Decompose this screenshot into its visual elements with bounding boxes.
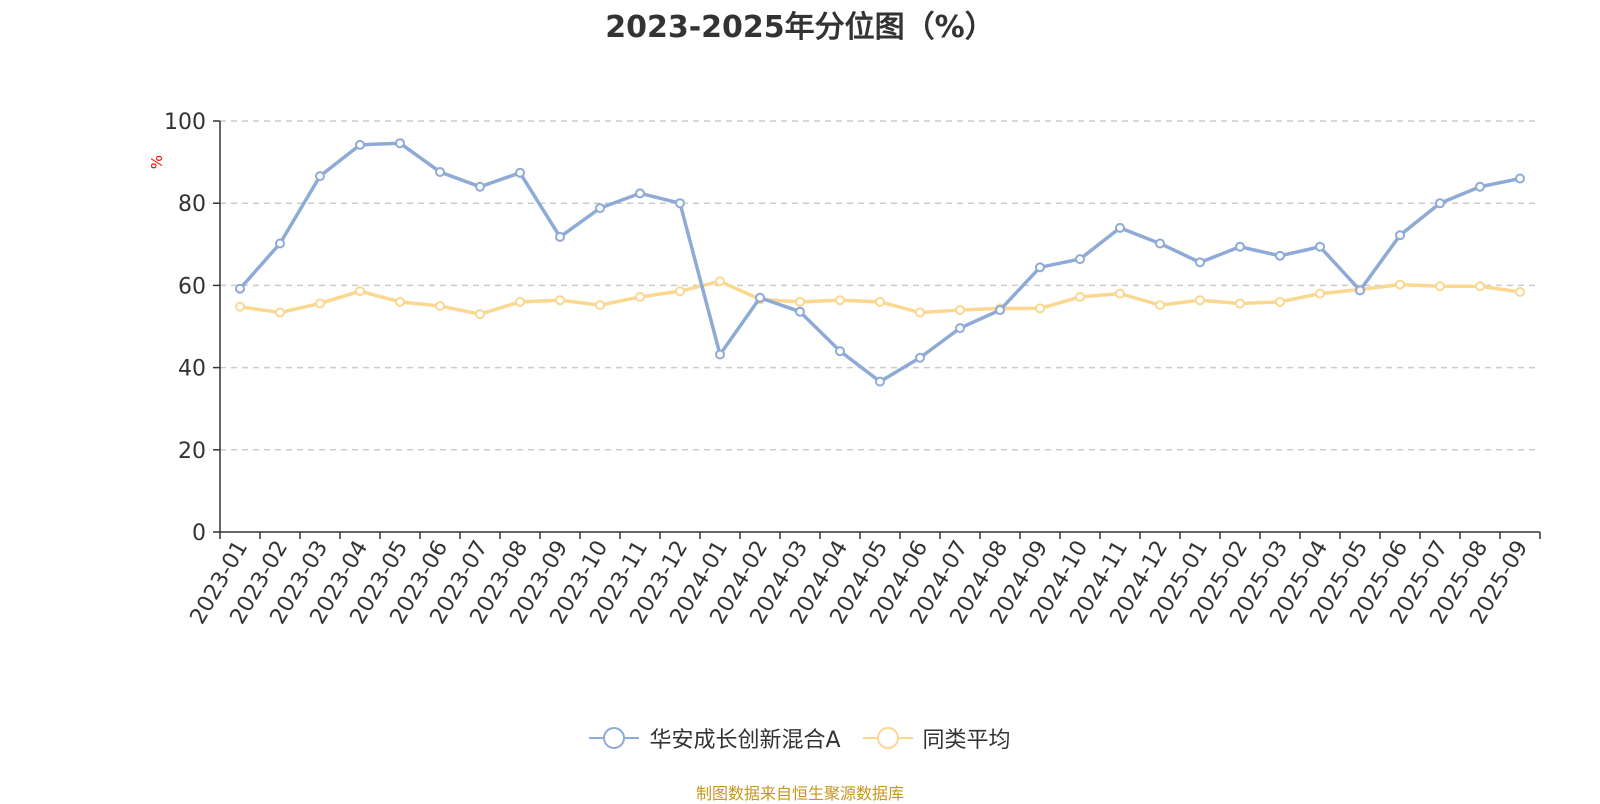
data-point-average	[595, 300, 605, 311]
data-point-average	[555, 295, 565, 306]
data-point-primary	[795, 306, 805, 317]
y-tick-label: 40	[178, 357, 206, 382]
data-point-average	[1475, 281, 1485, 292]
y-axis-label: %	[148, 155, 166, 169]
data-point-average	[835, 295, 845, 306]
data-point-average	[955, 305, 965, 316]
data-point-primary	[1235, 241, 1245, 252]
data-point-primary	[1195, 257, 1205, 268]
data-point-primary	[675, 198, 685, 209]
data-point-primary	[875, 376, 885, 387]
data-point-primary	[1075, 254, 1085, 265]
legend-swatch-icon	[862, 727, 913, 749]
data-point-average	[1195, 295, 1205, 306]
data-point-average	[315, 298, 325, 309]
series-line-primary	[238, 141, 1521, 384]
data-point-primary	[1275, 250, 1285, 261]
data-point-primary	[475, 181, 485, 192]
data-point-primary	[1395, 230, 1405, 241]
data-point-primary	[955, 323, 965, 334]
source-note: 制图数据来自恒生聚源数据库	[695, 784, 904, 803]
y-tick-label: 60	[178, 274, 206, 299]
data-point-primary	[1355, 285, 1365, 296]
data-point-average	[1315, 288, 1325, 299]
data-point-primary	[395, 138, 405, 149]
data-point-average	[675, 286, 685, 297]
legend-label: 同类平均	[922, 728, 1011, 753]
data-point-primary	[1035, 262, 1045, 273]
data-point-primary	[1475, 181, 1485, 192]
data-point-average	[875, 296, 885, 307]
chart-title: 2023-2025年分位图（%）	[605, 10, 995, 45]
legend-label: 华安成长创新混合A	[649, 728, 841, 753]
data-point-primary	[635, 188, 645, 199]
y-tick-label: 20	[178, 439, 206, 464]
data-point-average	[1515, 286, 1525, 297]
data-point-average	[1035, 303, 1045, 314]
data-point-average	[1275, 296, 1285, 307]
data-point-average	[795, 296, 805, 307]
data-point-average	[435, 300, 445, 311]
data-point-average	[515, 296, 525, 307]
data-point-average	[1155, 300, 1165, 311]
data-point-primary	[235, 283, 245, 294]
data-point-primary	[755, 292, 765, 303]
data-point-average	[395, 296, 405, 307]
data-point-average	[235, 301, 245, 312]
data-point-primary	[515, 167, 525, 178]
y-tick-label: 0	[192, 521, 206, 546]
data-point-primary	[915, 352, 925, 363]
y-tick-label: 100	[164, 110, 206, 135]
data-point-primary	[435, 166, 445, 177]
data-point-average	[1235, 298, 1245, 309]
data-point-average	[275, 307, 285, 318]
data-point-primary	[315, 171, 325, 182]
data-point-average	[715, 276, 725, 287]
legend-item[interactable]: 同类平均	[862, 722, 1011, 754]
data-point-primary	[355, 139, 365, 150]
legend: 华安成长创新混合A 同类平均	[0, 722, 1600, 754]
data-point-primary	[275, 238, 285, 249]
data-point-primary	[1315, 241, 1325, 252]
data-point-average	[475, 309, 485, 320]
data-point-primary	[555, 231, 565, 242]
data-point-average	[1115, 288, 1125, 299]
data-point-primary	[1515, 173, 1525, 184]
legend-swatch-icon	[589, 727, 640, 749]
data-point-average	[355, 286, 365, 297]
data-point-primary	[835, 346, 845, 357]
data-point-average	[1435, 281, 1445, 292]
data-point-primary	[715, 349, 725, 360]
data-point-average	[915, 307, 925, 318]
data-point-average	[1395, 279, 1405, 290]
data-point-primary	[595, 203, 605, 214]
data-point-primary	[1435, 198, 1445, 209]
data-point-primary	[1155, 238, 1165, 249]
legend-item[interactable]: 华安成长创新混合A	[589, 722, 841, 754]
data-point-primary	[995, 305, 1005, 316]
data-point-average	[635, 291, 645, 302]
y-tick-label: 80	[178, 192, 206, 217]
data-point-primary	[1115, 222, 1125, 233]
data-point-average	[1075, 291, 1085, 302]
